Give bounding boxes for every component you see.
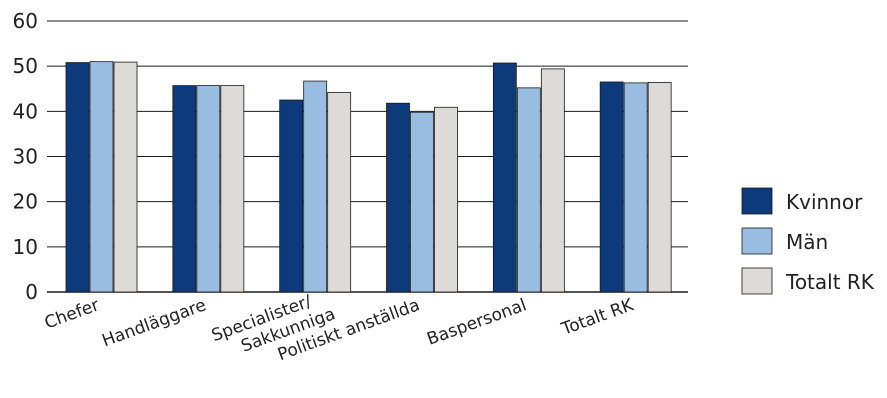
legend-swatch [741,267,773,295]
x-tick-label: Totalt RK [558,295,637,340]
x-tick-label: Chefer [42,295,102,333]
y-tick-label: 40 [13,99,38,123]
bar-män [196,85,221,293]
y-tick-label: 10 [13,235,38,259]
y-tick-label: 20 [13,190,38,214]
bars [65,61,672,293]
x-tick-label: Specialister/Sakkunniga [209,285,338,365]
y-tick-label: 30 [13,145,38,169]
legend-swatch [741,227,773,255]
legend-label: Män [786,230,828,254]
x-tick-label: Handläggare [100,295,209,351]
legend-label: Kvinnor [786,190,863,214]
bar-män [303,80,328,293]
bar-kvinnor [492,62,517,293]
gridlines [47,20,688,293]
bar-män [410,111,434,293]
bar-kvinnor [65,62,90,293]
bar-totalt-rk [220,85,245,293]
y-tick-label: 0 [25,280,38,304]
bar-män [89,61,114,293]
bar-totalt-rk [540,68,565,293]
legend: Kvinnor Män Totalt RK [741,187,875,295]
y-axis: 0 10 20 30 40 50 60 [13,9,38,304]
legend-swatch [741,187,773,215]
bar-kvinnor [279,99,304,293]
x-tick-label: Baspersonal [424,295,529,349]
bar-män [516,87,541,293]
bar-kvinnor [599,81,624,293]
legend-label: Totalt RK [785,270,875,294]
bar-kvinnor [172,85,197,293]
bar-totalt-rk [647,82,672,293]
bar-totalt-rk [434,106,458,293]
bar-kvinnor [386,102,410,293]
y-tick-label: 50 [13,54,38,78]
bar-totalt-rk [327,91,352,293]
bar-totalt-rk [113,61,138,293]
y-tick-label: 60 [13,9,38,33]
bar-män [623,82,648,293]
